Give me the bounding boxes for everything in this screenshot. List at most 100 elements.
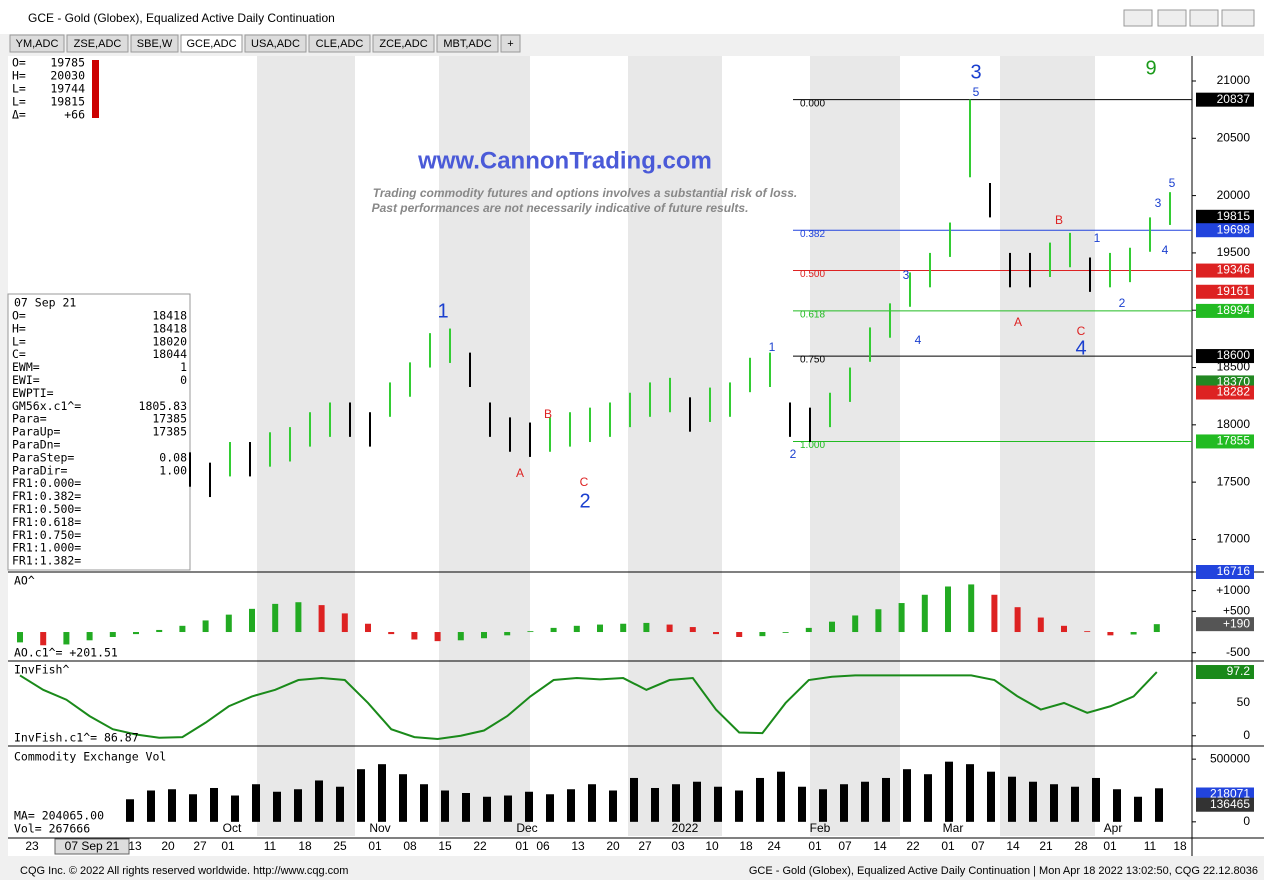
volume-bar [1092,777,1100,822]
tab[interactable] [180,34,243,53]
month-label: Oct [223,821,242,835]
y-tick-label: 17500 [1217,474,1251,488]
volume-bar [1134,796,1142,822]
volume-bar [819,789,827,822]
fib-label: 0.500 [800,269,825,280]
readout-label: FR1:0.000= [12,476,81,490]
ao-bar [805,627,812,633]
volume-bar [273,791,281,822]
readout-value: 18418 [152,321,187,335]
tab[interactable] [130,34,179,53]
ao-bar [875,609,882,633]
month-label: Dec [516,821,537,835]
volume-bar [567,789,575,822]
day-label: 13 [128,839,142,853]
day-label: 11 [264,839,277,853]
y-tick-label: -500 [1226,645,1250,659]
panel-readout: Vol= 267666 [14,822,90,836]
tab-label: MBT,ADC [443,38,491,50]
tab[interactable] [372,34,435,53]
volume-bar [483,796,491,822]
day-label: 24 [767,839,781,853]
day-label: 20 [606,839,620,853]
wave-label: 1 [1094,231,1101,245]
maximize-button[interactable] [1189,9,1219,27]
cursor-date-box [54,838,130,855]
wave-label: 2 [790,447,797,461]
volume-bar [189,794,197,822]
ao-bar [713,632,719,635]
y-tick-label: 21000 [1217,73,1251,87]
wave-label: 9 [1145,57,1156,79]
ao-bar [573,625,580,633]
last-tag-label: 97.2 [1227,664,1251,678]
volume-bar [756,777,764,822]
readout-label: FR1:1.000= [12,541,81,555]
day-label: 20 [161,839,175,853]
volume-bar [504,795,512,822]
link-button[interactable] [1123,9,1153,27]
ao-bar [504,632,511,636]
day-label: 03 [671,839,685,853]
day-label: 06 [536,839,550,853]
wave-label: B [544,407,552,421]
tab[interactable] [244,34,307,53]
wave-label: A [1014,315,1022,329]
ao-bar [643,622,650,633]
tab[interactable] [500,34,521,53]
ao-bar [318,605,325,633]
ao-bar [86,632,93,641]
tab[interactable] [436,34,499,53]
volume-bar [945,761,953,822]
price-tag [1196,284,1254,299]
day-label: 25 [333,839,347,853]
disclaimer: Trading commodity futures and options in… [373,186,798,200]
wave-label: B [1055,213,1063,227]
day-label: 15 [438,839,452,853]
y-tick-label: 20500 [1217,130,1251,144]
volume-bar [231,795,239,822]
volume-bar [840,784,848,822]
ao-bar [341,613,348,633]
readout-value: 1.00 [159,463,187,477]
ao-bar [852,615,859,633]
close-button[interactable] [1221,9,1255,27]
price-tag [1196,385,1254,400]
fib-label: 0.618 [800,310,825,321]
y-tick-label: 50 [1237,695,1251,709]
readout-label: EWPTI= [12,386,54,400]
readout-value: 1805.83 [139,399,188,413]
day-label: 27 [193,839,207,853]
y-tick-label: 18000 [1217,417,1251,431]
minimize-button[interactable] [1157,9,1187,27]
day-label: 21 [1039,839,1053,853]
ao-bar [898,603,905,633]
volume-bar [1071,786,1079,822]
ao-bar [1153,624,1160,633]
panel-title: Commodity Exchange Vol [14,750,166,764]
volume-bar [168,789,176,822]
fib-label: 1.000 [800,440,825,451]
tab[interactable] [9,34,65,53]
price-tag-label: 18600 [1217,348,1251,362]
quote-value: 19744 [50,82,85,96]
volume-bar [714,786,722,822]
readout-label: L= [12,334,26,348]
tab[interactable] [66,34,129,53]
ao-bar [991,594,998,633]
volume-bar [777,771,785,822]
tab-label: ZCE,ADC [379,38,427,50]
price-tag-label: 19161 [1217,284,1251,298]
price-tag [1196,92,1254,107]
ao-bar [1107,632,1114,636]
month-label: Mar [943,821,964,835]
wave-label: 3 [1155,196,1162,210]
volume-bar [630,777,638,822]
tab[interactable] [308,34,371,53]
readout-value: 18044 [152,347,187,361]
readout-label: ParaDir= [12,463,67,477]
title-bar [0,0,1264,34]
wave-label: 4 [915,333,922,347]
readout-value: 0 [180,373,187,387]
